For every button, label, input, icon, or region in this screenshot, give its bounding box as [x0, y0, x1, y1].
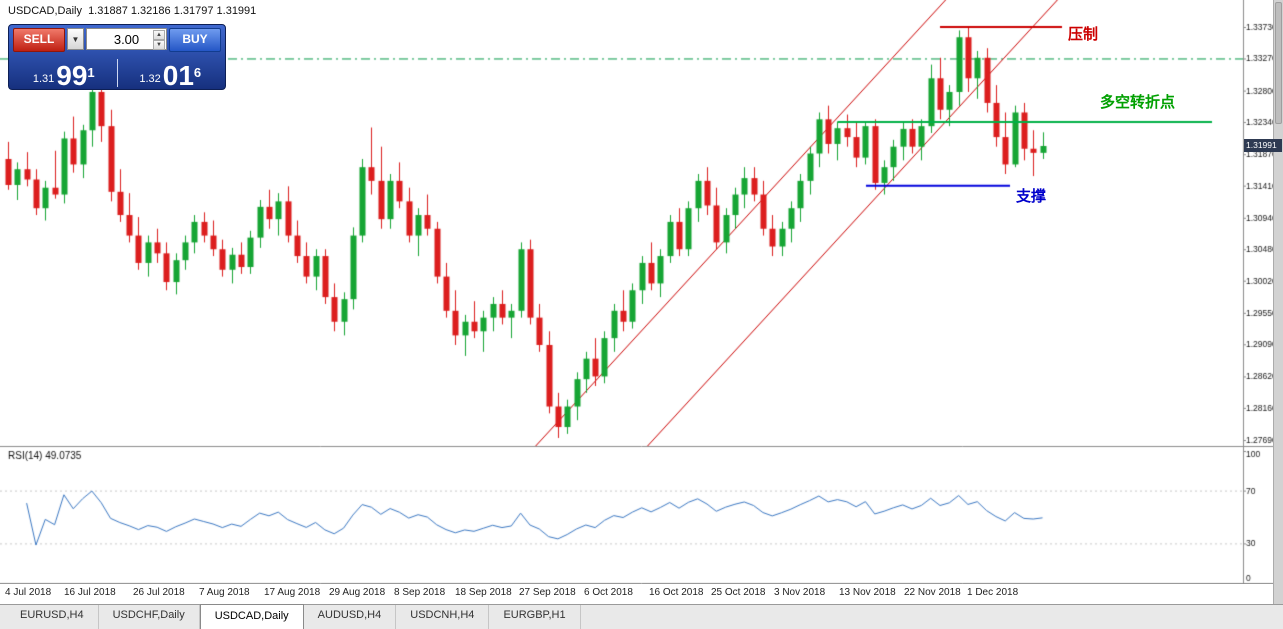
volume-decrement-button[interactable]: ▼	[153, 40, 165, 50]
x-axis-date-label: 17 Aug 2018	[264, 587, 321, 598]
resistance-annotation-label: 压制	[1068, 26, 1099, 43]
chart-tab-usdcad-daily[interactable]: USDCAD,Daily	[199, 604, 304, 629]
trade-panel-controls: SELL ▼ 3.00 ▲ ▼ BUY	[13, 28, 221, 52]
x-axis-date-label: 7 Aug 2018	[199, 587, 250, 598]
bid-price-pipette: 1	[87, 65, 95, 81]
sell-button[interactable]: SELL	[13, 28, 65, 52]
volume-value: 3.00	[113, 31, 140, 47]
scrollbar-thumb[interactable]	[1275, 2, 1282, 124]
ask-price-big-digits: 01	[162, 60, 194, 92]
price-chart-canvas[interactable]	[0, 0, 1283, 584]
ask-price[interactable]: 1.32 01 6	[120, 60, 222, 92]
volume-increment-button[interactable]: ▲	[153, 30, 165, 40]
x-axis-date-label: 16 Oct 2018	[649, 587, 704, 598]
bid-price[interactable]: 1.31 99 1	[13, 60, 115, 92]
chart-tab-usdchf-daily[interactable]: USDCHF,Daily	[99, 605, 200, 629]
bid-ask-quotes: 1.31 99 1 1.32 01 6	[13, 50, 222, 92]
x-axis-date-label: 27 Sep 2018	[519, 587, 576, 598]
bid-price-big-digits: 99	[56, 60, 88, 92]
ask-price-pipette: 6	[193, 65, 202, 81]
volume-dropdown-button[interactable]: ▼	[67, 28, 84, 50]
bid-price-prefix: 1.31	[32, 73, 55, 85]
quote-divider	[116, 59, 118, 87]
x-axis-date-label: 29 Aug 2018	[329, 587, 386, 598]
x-axis-date-label: 1 Dec 2018	[967, 587, 1019, 598]
chart-tab-audusd-h4[interactable]: AUDUSD,H4	[304, 605, 397, 629]
pivot-annotation-label: 多空转折点	[1100, 94, 1176, 111]
x-axis-date-label: 16 Jul 2018	[64, 587, 116, 598]
one-click-trading-panel: SELL ▼ 3.00 ▲ ▼ BUY 1.31 99 1 1.32	[8, 24, 226, 90]
x-axis-date-label: 3 Nov 2018	[774, 587, 826, 598]
current-price-axis-tag: 1.31991	[1244, 139, 1282, 152]
chart-tab-bar: EURUSD,H4 USDCHF,Daily USDCAD,Daily AUDUSD,…	[0, 604, 1283, 629]
x-axis-dates-row: 4 Jul 2018 16 Jul 2018 26 Jul 2018 7 Aug 20…	[0, 584, 1283, 604]
vertical-scrollbar[interactable]	[1273, 0, 1283, 604]
x-axis-date-label: 22 Nov 2018	[904, 587, 961, 598]
x-axis-date-label: 26 Jul 2018	[133, 587, 185, 598]
x-axis-date-label: 6 Oct 2018	[584, 587, 633, 598]
chart-tab-eurgbp-h1[interactable]: EURGBP,H1	[489, 605, 581, 629]
chart-ohlc-header: USDCAD,Daily 1.31887 1.32186 1.31797 1.3…	[8, 5, 257, 17]
chart-tab-eurusd-h4[interactable]: EURUSD,H4	[6, 605, 99, 629]
ask-price-prefix: 1.32	[139, 73, 161, 85]
x-axis-date-label: 4 Jul 2018	[5, 587, 52, 598]
volume-field[interactable]: 3.00 ▲ ▼	[86, 28, 167, 50]
x-axis-date-label: 8 Sep 2018	[394, 587, 446, 598]
x-axis-date-label: 25 Oct 2018	[711, 587, 766, 598]
chart-tab-usdcnh-h4[interactable]: USDCNH,H4	[396, 605, 490, 629]
volume-spinner: ▲ ▼	[153, 30, 165, 50]
x-axis-date-label: 18 Sep 2018	[455, 587, 512, 598]
buy-button[interactable]: BUY	[169, 28, 221, 52]
x-axis-date-label: 13 Nov 2018	[839, 587, 896, 598]
chevron-down-icon: ▼	[71, 34, 80, 44]
support-annotation-label: 支撑	[1016, 188, 1047, 205]
